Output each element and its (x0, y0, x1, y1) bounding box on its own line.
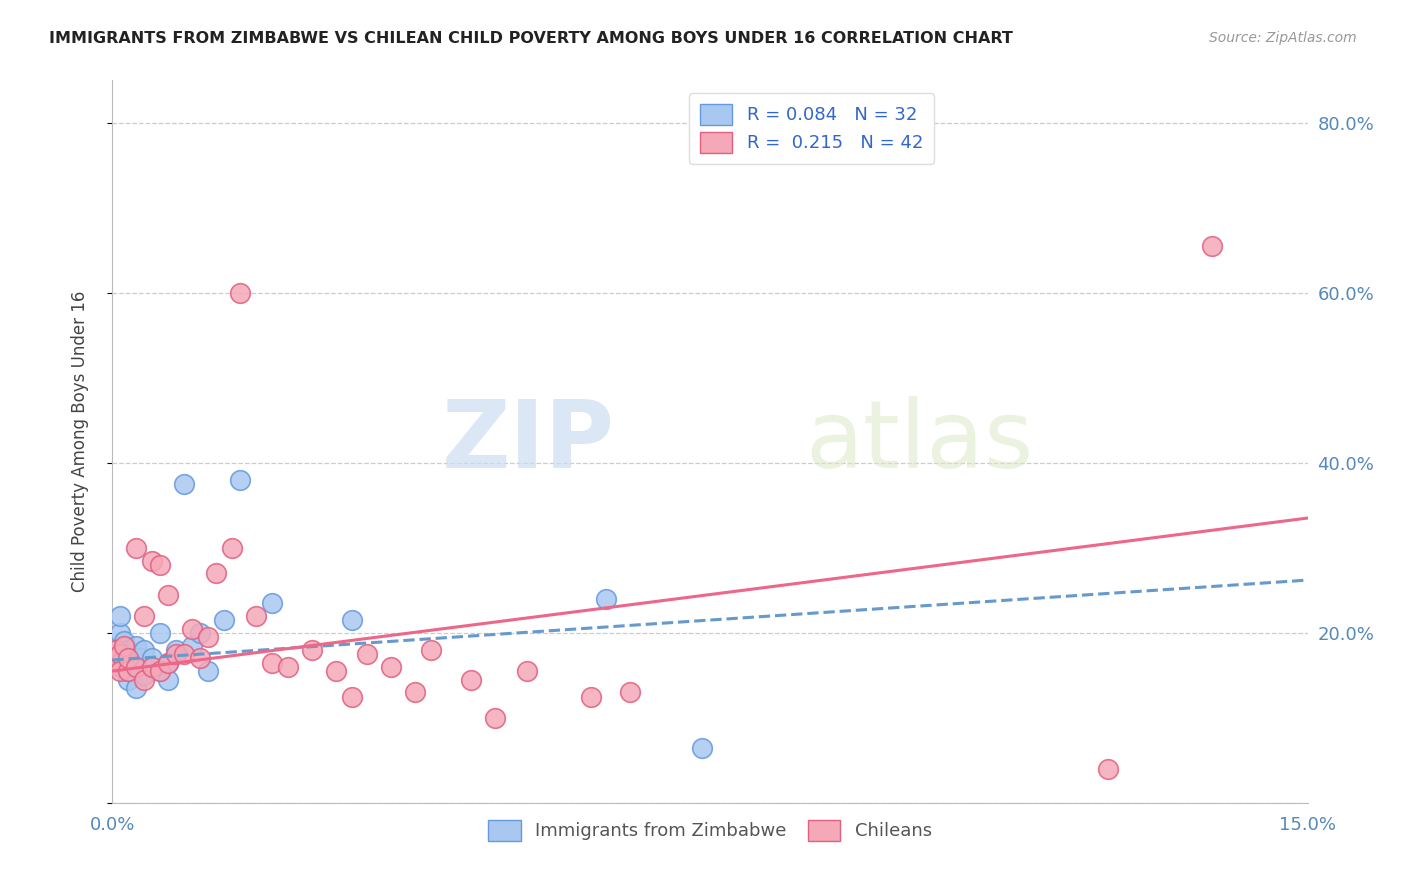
Point (117, 642, 139, 657)
Point (1201, 239, 1223, 253)
Point (110, 660, 132, 674)
Point (212, 613, 235, 627)
Point (181, 639, 204, 653)
Point (221, 541, 243, 555)
Point (404, 685, 426, 699)
Point (205, 566, 228, 581)
Point (157, 673, 180, 687)
Point (1097, 762, 1119, 776)
Point (260, 596, 283, 610)
Point (229, 473, 252, 487)
Text: ZIP: ZIP (441, 395, 614, 488)
Point (141, 651, 163, 665)
Point (125, 660, 148, 674)
Point (149, 558, 172, 572)
Point (484, 711, 506, 725)
Point (516, 664, 538, 678)
Point (134, 668, 156, 682)
Point (260, 656, 283, 670)
Point (188, 651, 211, 665)
Point (181, 622, 204, 636)
Text: Source: ZipAtlas.com: Source: ZipAtlas.com (1209, 31, 1357, 45)
Point (105, 651, 128, 665)
Point (165, 647, 187, 661)
Point (114, 634, 135, 648)
Y-axis label: Child Poverty Among Boys Under 16: Child Poverty Among Boys Under 16 (70, 291, 89, 592)
Point (690, 740, 713, 755)
Point (110, 608, 132, 623)
Point (325, 664, 347, 678)
Point (117, 651, 139, 665)
Point (141, 553, 163, 567)
Point (125, 541, 148, 555)
Point (157, 588, 180, 602)
Point (114, 639, 135, 653)
Point (149, 625, 172, 640)
Point (340, 690, 363, 704)
Point (197, 630, 219, 644)
Point (157, 656, 180, 670)
Text: atlas: atlas (806, 395, 1033, 488)
Point (619, 685, 641, 699)
Point (110, 656, 132, 670)
Point (141, 660, 163, 674)
Point (125, 681, 148, 695)
Point (134, 673, 156, 687)
Point (356, 647, 378, 661)
Point (173, 477, 195, 491)
Legend: Immigrants from Zimbabwe, Chileans: Immigrants from Zimbabwe, Chileans (481, 813, 939, 848)
Point (149, 664, 172, 678)
Point (197, 664, 219, 678)
Point (157, 656, 180, 670)
Point (121, 647, 143, 661)
Point (117, 664, 139, 678)
Point (579, 690, 602, 704)
Point (165, 642, 187, 657)
Point (380, 660, 402, 674)
Point (110, 625, 132, 640)
Point (149, 664, 172, 678)
Point (229, 285, 252, 300)
Point (129, 651, 152, 665)
Point (340, 613, 363, 627)
Point (117, 664, 139, 678)
Point (105, 642, 128, 657)
Point (460, 673, 482, 687)
Point (141, 660, 163, 674)
Point (134, 642, 156, 657)
Point (110, 647, 132, 661)
Point (595, 591, 617, 606)
Point (173, 647, 195, 661)
Point (245, 608, 267, 623)
Point (110, 664, 132, 678)
Point (277, 660, 299, 674)
Point (301, 642, 323, 657)
Point (125, 660, 148, 674)
Point (117, 673, 139, 687)
Text: IMMIGRANTS FROM ZIMBABWE VS CHILEAN CHILD POVERTY AMONG BOYS UNDER 16 CORRELATIO: IMMIGRANTS FROM ZIMBABWE VS CHILEAN CHIL… (49, 31, 1014, 46)
Point (420, 642, 443, 657)
Point (125, 639, 148, 653)
Point (188, 625, 211, 640)
Point (134, 608, 156, 623)
